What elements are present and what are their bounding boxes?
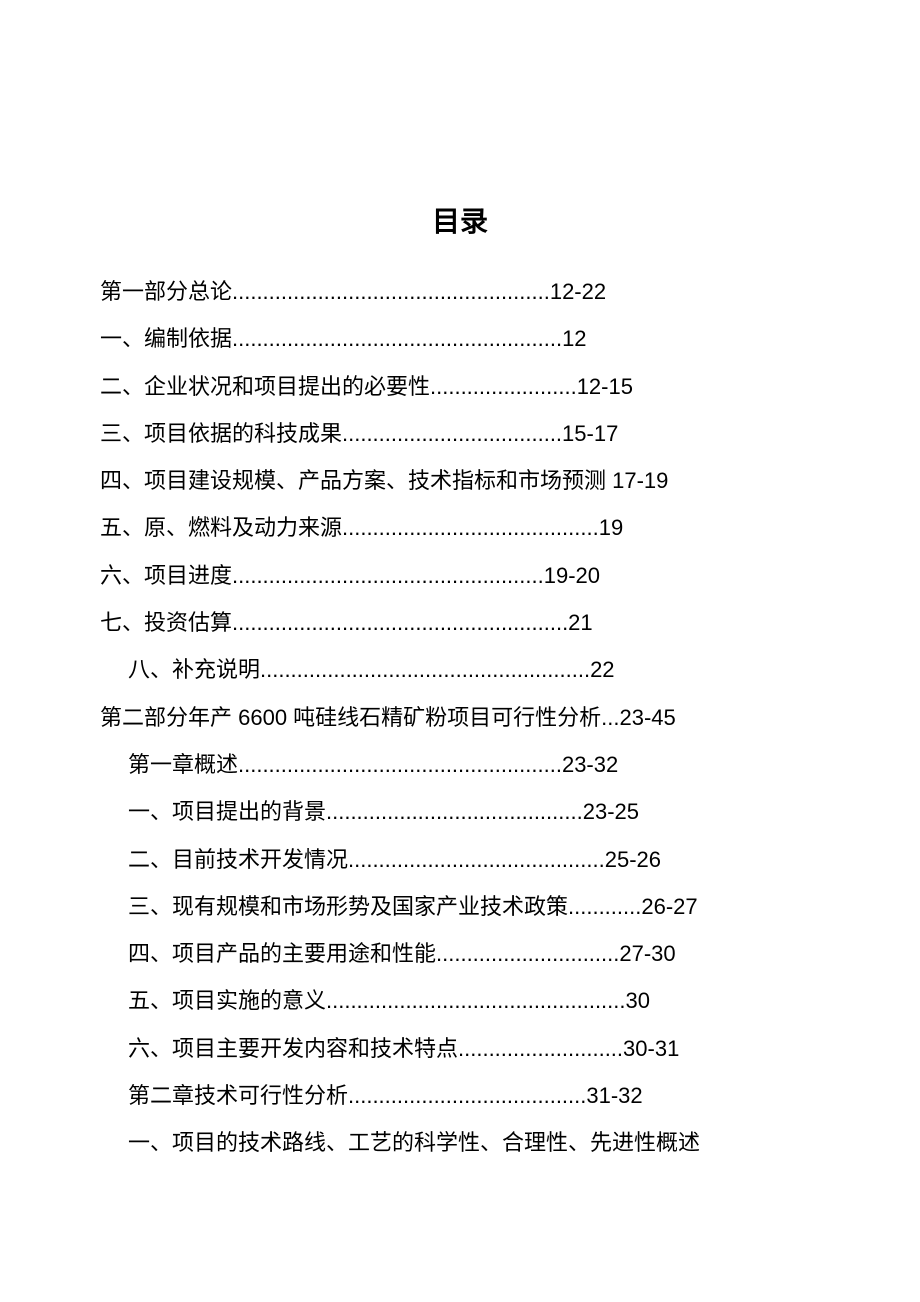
toc-entry: 二、目前技术开发情况..............................… (100, 836, 820, 883)
toc-entry: 第一章概述...................................… (100, 741, 820, 788)
toc-entry: 三、项目依据的科技成果.............................… (100, 410, 820, 457)
toc-list: 第一部分总论..................................… (100, 268, 820, 1167)
toc-entry: 一、编制依据..................................… (100, 315, 820, 362)
toc-entry: 八、补充说明..................................… (100, 646, 820, 693)
toc-entry: 四、项目产品的主要用途和性能..........................… (100, 930, 820, 977)
toc-entry: 第一部分总论..................................… (100, 268, 820, 315)
toc-entry: 五、项目实施的意义...............................… (100, 977, 820, 1024)
toc-title: 目录 (100, 200, 820, 240)
toc-entry: 五、原、燃料及动力来源.............................… (100, 504, 820, 551)
toc-entry: 第二章技术可行性分析..............................… (100, 1072, 820, 1119)
toc-entry: 二、企业状况和项目提出的必要性........................1… (100, 363, 820, 410)
toc-entry: 一、项目提出的背景...............................… (100, 788, 820, 835)
toc-entry: 七、投资估算..................................… (100, 599, 820, 646)
toc-entry: 四、项目建设规模、产品方案、技术指标和市场预测 17-19 (100, 457, 820, 504)
toc-entry: 六、项目进度..................................… (100, 552, 820, 599)
toc-entry: 六、项目主要开发内容和技术特点.........................… (100, 1025, 820, 1072)
toc-entry: 第二部分年产 6600 吨硅线石精矿粉项目可行性分析...23-45 (100, 694, 820, 741)
toc-entry: 三、现有规模和市场形势及国家产业技术政策............26-27 (100, 883, 820, 930)
toc-entry: 一、项目的技术路线、工艺的科学性、合理性、先进性概述 (100, 1119, 820, 1166)
